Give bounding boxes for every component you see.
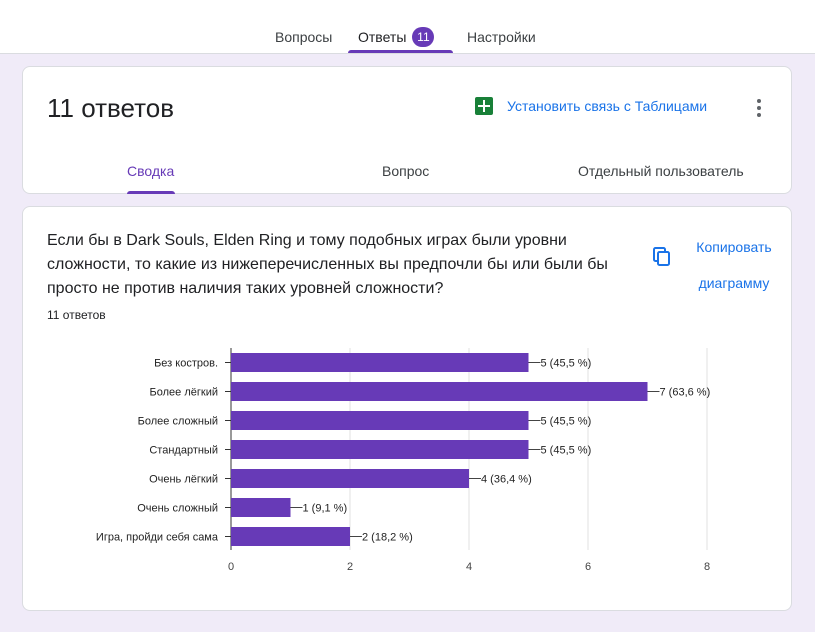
x-tick-label: 6 <box>585 561 591 573</box>
bar <box>231 382 648 401</box>
bar <box>231 353 529 372</box>
bar <box>231 498 291 517</box>
data-label: 5 (45,5 %) <box>541 358 592 370</box>
bar <box>231 411 529 430</box>
category-label: Очень сложный <box>137 503 218 515</box>
x-tick-label: 8 <box>704 561 710 573</box>
data-label: 7 (63,6 %) <box>660 387 711 399</box>
copy-chart-label-2: диаграмму <box>698 275 770 291</box>
top-tab-bar: Вопросы Ответы 11 Настройки <box>0 0 815 54</box>
category-label: Более сложный <box>138 416 218 428</box>
category-label: Стандартный <box>149 445 218 457</box>
question-text: Если бы в Dark Souls, Elden Ring и тому … <box>47 232 608 297</box>
x-tick-label: 0 <box>228 561 234 573</box>
responses-title: 11 ответов <box>47 93 175 123</box>
category-label: Более лёгкий <box>150 387 218 399</box>
category-label: Очень лёгкий <box>149 474 218 486</box>
tab-settings[interactable]: Настройки <box>467 27 536 47</box>
tab-settings-label: Настройки <box>467 29 536 45</box>
responses-count-badge: 11 <box>412 27 435 47</box>
data-label: 1 (9,1 %) <box>303 503 348 515</box>
tab-individual[interactable]: Отдельный пользователь <box>578 163 744 179</box>
category-label: Без костров. <box>154 358 218 370</box>
bar-chart: 0 2 4 6 8 Без костров. 5 (45,5 %) Более лёгкий 7… <box>96 348 711 573</box>
tab-question[interactable]: Вопрос <box>382 163 430 179</box>
sheets-icon <box>475 97 493 115</box>
copy-icon[interactable] <box>653 247 671 267</box>
link-to-sheets-label: Установить связь с Таблицами <box>507 98 708 114</box>
category-label: Игра, пройди себя сама <box>96 532 219 544</box>
active-subtab-indicator <box>127 191 175 194</box>
data-label: 2 (18,2 %) <box>362 532 413 544</box>
active-tab-indicator <box>348 50 453 53</box>
summary-card: 11 ответов Установить связь с Таблицами … <box>22 66 792 194</box>
x-tick-label: 4 <box>466 561 472 573</box>
more-options-icon[interactable] <box>756 99 762 117</box>
bar <box>231 527 350 546</box>
x-tick-label: 2 <box>347 561 353 573</box>
copy-chart-label-1: Копировать <box>696 239 772 255</box>
data-label: 5 (45,5 %) <box>541 416 592 428</box>
bar <box>231 440 529 459</box>
tab-responses[interactable]: Ответы 11 <box>358 27 435 47</box>
question-summary-card: Если бы в Dark Souls, Elden Ring и тому … <box>22 206 792 611</box>
copy-chart-button[interactable]: Копировать диаграмму <box>679 229 789 301</box>
tab-questions[interactable]: Вопросы <box>275 27 332 47</box>
link-to-sheets-button[interactable]: Установить связь с Таблицами <box>475 97 707 115</box>
tab-responses-label: Ответы <box>358 29 407 45</box>
data-label: 4 (36,4 %) <box>481 474 532 486</box>
tab-questions-label: Вопросы <box>275 29 333 45</box>
tab-summary[interactable]: Сводка <box>127 163 175 179</box>
question-response-count: 11 ответов <box>47 308 106 322</box>
bar <box>231 469 469 488</box>
data-label: 5 (45,5 %) <box>541 445 592 457</box>
